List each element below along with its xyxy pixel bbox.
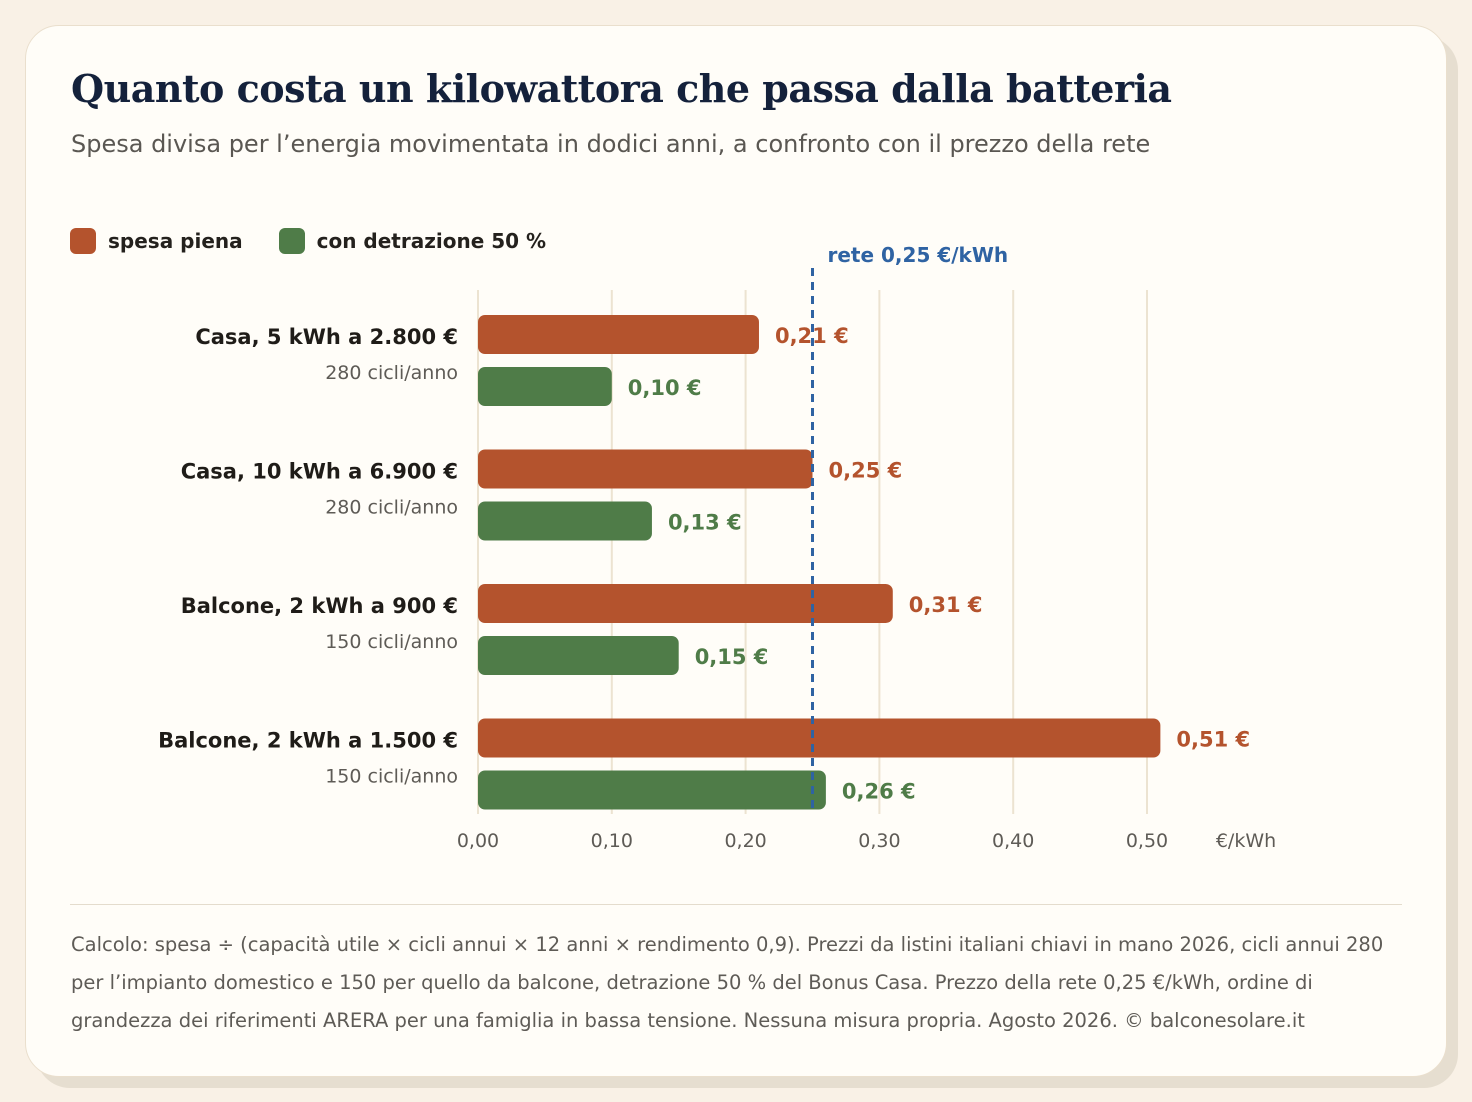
category-sublabel-0: 280 cicli/anno xyxy=(325,362,458,384)
category-label-1: Casa, 10 kWh a 6.900 € xyxy=(181,460,458,484)
category-label-3: Balcone, 2 kWh a 1.500 € xyxy=(158,729,458,753)
category-sublabel-3: 150 cicli/anno xyxy=(325,766,458,788)
category-label-0: Casa, 5 kWh a 2.800 € xyxy=(195,325,458,349)
value-label-s0-c3: 0,51 € xyxy=(1176,728,1250,752)
x-tick-label-5: 0,50 xyxy=(1126,830,1168,852)
x-axis-unit: €/kWh xyxy=(1216,830,1276,852)
x-tick-label-0: 0,00 xyxy=(457,830,499,852)
legend-item-full-cost: spesa piena xyxy=(70,228,243,254)
category-sublabel-2: 150 cicli/anno xyxy=(325,631,458,653)
legend-swatch-full-cost xyxy=(70,228,96,254)
chart-card xyxy=(25,25,1447,1077)
legend-item-deduction: con detrazione 50 % xyxy=(278,228,547,254)
footnote-divider xyxy=(70,904,1402,905)
bar-s0-c1 xyxy=(478,449,813,489)
bar-s0-c2 xyxy=(478,584,893,623)
x-tick-label-2: 0,20 xyxy=(724,830,766,852)
legend-swatch-deduction xyxy=(278,228,305,254)
bar-s1-c0 xyxy=(478,367,612,406)
bar-s1-c3 xyxy=(478,770,826,810)
footnote: Calcolo: spesa ÷ (capacità utile × cicli… xyxy=(71,933,1384,1032)
legend: spesa piena con detrazione 50 % xyxy=(70,228,582,254)
x-tick-label-1: 0,10 xyxy=(591,830,633,852)
value-label-s1-c3: 0,26 € xyxy=(842,780,916,804)
legend-label-full-cost: spesa piena xyxy=(108,229,243,253)
category-sublabel-1: 280 cicli/anno xyxy=(325,497,458,519)
value-label-s0-c2: 0,31 € xyxy=(909,593,983,617)
chart-title: Quanto costa un kilowattora che passa da… xyxy=(71,66,1172,111)
value-label-s1-c2: 0,15 € xyxy=(695,645,769,669)
x-tick-label-4: 0,40 xyxy=(992,830,1034,852)
reference-line-label: rete 0,25 €/kWh xyxy=(828,243,1009,267)
chart-subtitle: Spesa divisa per l’energia movimentata i… xyxy=(71,130,1151,158)
bar-s0-c0 xyxy=(478,315,759,354)
value-label-s1-c1: 0,13 € xyxy=(668,511,742,535)
bar-s1-c2 xyxy=(478,636,679,675)
x-tick-label-3: 0,30 xyxy=(858,830,900,852)
bar-s1-c1 xyxy=(478,501,652,541)
bar-s0-c3 xyxy=(478,718,1161,758)
value-label-s1-c0: 0,10 € xyxy=(628,376,702,400)
category-label-2: Balcone, 2 kWh a 900 € xyxy=(181,594,458,618)
legend-label-deduction: con detrazione 50 % xyxy=(316,229,547,253)
value-label-s0-c1: 0,25 € xyxy=(829,459,903,483)
